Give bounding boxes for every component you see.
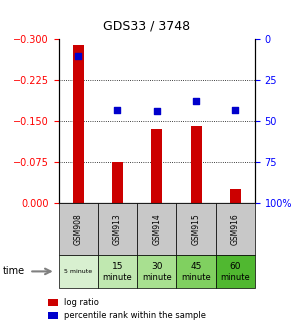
Text: 45: 45: [190, 262, 202, 271]
Text: minute: minute: [103, 273, 132, 283]
Text: 5 minute: 5 minute: [64, 269, 92, 274]
Point: [115, 107, 120, 112]
Text: minute: minute: [181, 273, 211, 283]
Bar: [112, 162, 123, 203]
Text: GSM913: GSM913: [113, 213, 122, 245]
Text: log ratio: log ratio: [64, 298, 99, 307]
Text: GSM916: GSM916: [231, 213, 240, 245]
Bar: [190, 127, 202, 203]
Text: percentile rank within the sample: percentile rank within the sample: [64, 311, 207, 320]
Text: 30: 30: [151, 262, 163, 271]
Text: 60: 60: [229, 262, 241, 271]
Text: GDS33 / 3748: GDS33 / 3748: [103, 20, 190, 33]
Bar: [73, 45, 84, 203]
Point: [76, 53, 81, 58]
Bar: [151, 129, 162, 203]
Point: [154, 109, 159, 114]
Text: time: time: [3, 267, 25, 276]
Point: [233, 107, 238, 112]
Text: 15: 15: [112, 262, 123, 271]
Text: GSM908: GSM908: [74, 213, 83, 245]
Text: GSM914: GSM914: [152, 213, 161, 245]
Text: minute: minute: [220, 273, 250, 283]
Bar: [230, 189, 241, 203]
Text: minute: minute: [142, 273, 172, 283]
Point: [194, 99, 198, 104]
Text: GSM915: GSM915: [192, 213, 200, 245]
